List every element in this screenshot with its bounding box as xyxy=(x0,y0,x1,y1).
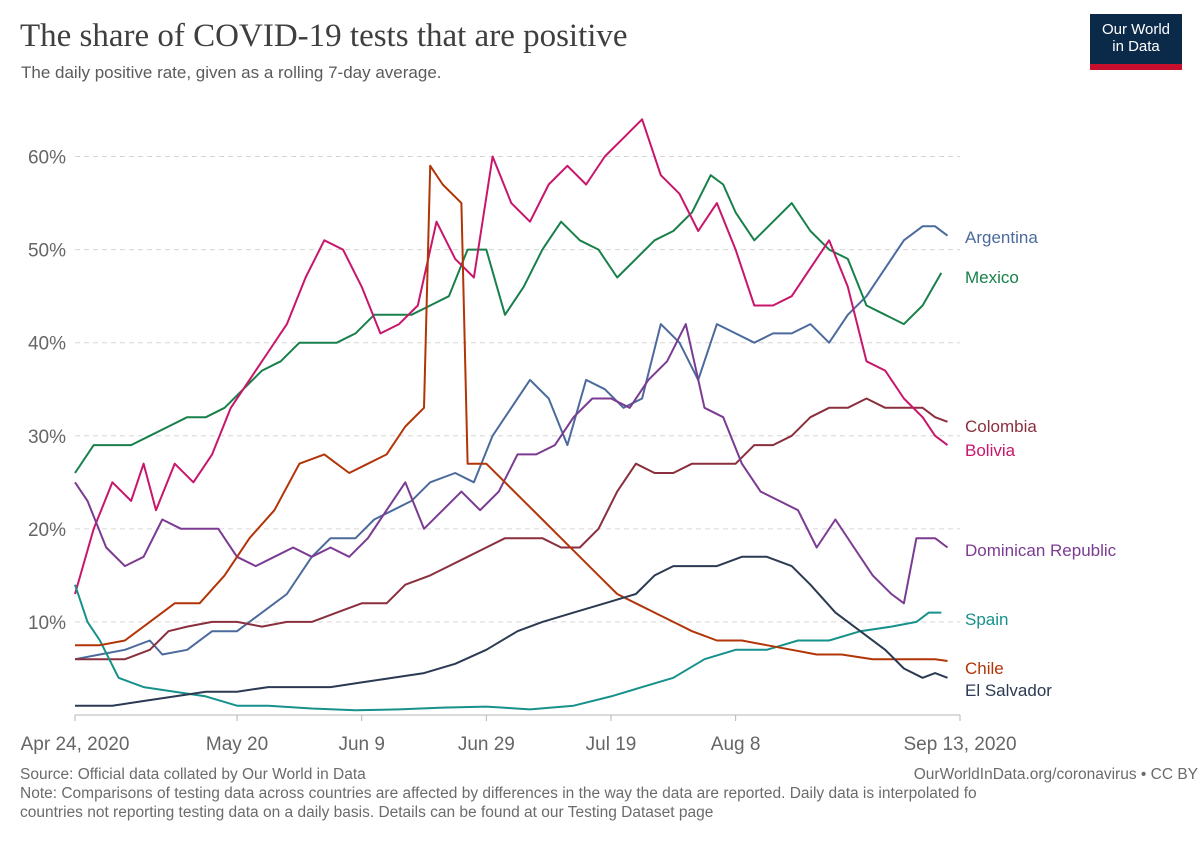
series-label-colombia: Colombia xyxy=(965,417,1037,436)
x-tick-label: Sep 13, 2020 xyxy=(903,734,1016,755)
license-link[interactable]: OurWorldInData.org/coronavirus • CC BY xyxy=(913,766,1198,783)
note-line-2: countries not reporting testing data on … xyxy=(20,804,714,821)
series-line-spain xyxy=(74,584,942,712)
logo-red-bar xyxy=(1090,64,1182,70)
series-line-dominican-republic xyxy=(74,323,949,605)
series-label-dominican-republic: Dominican Republic xyxy=(965,541,1117,560)
x-tick-label: Jul 19 xyxy=(586,734,637,755)
y-axis-tick-labels: 10% 20% 30% 40% 50% 60% xyxy=(28,148,66,634)
series-line-bolivia xyxy=(74,118,949,595)
logo-line-1: Our World xyxy=(1101,21,1171,38)
owid-logo[interactable]: Our World in Data xyxy=(1090,14,1182,70)
y-tick-label: 10% xyxy=(28,613,66,634)
series-label-el-salvador: El Salvador xyxy=(965,681,1052,700)
y-tick-label: 40% xyxy=(28,334,66,355)
series-line-colombia xyxy=(75,397,948,661)
y-tick-label: 50% xyxy=(28,241,66,262)
y-tick-label: 60% xyxy=(28,148,66,169)
series-line-argentina xyxy=(74,225,949,661)
series-line-mexico xyxy=(74,174,943,474)
series-line-chile xyxy=(75,164,948,662)
chart-subtitle: The daily positive rate, given as a roll… xyxy=(21,63,442,82)
x-tick-label: Jun 9 xyxy=(338,734,384,755)
y-gridlines xyxy=(75,156,960,623)
x-tick-label: Jun 29 xyxy=(458,734,515,755)
x-axis: Apr 24, 2020 May 20 Jun 9 Jun 29 Jul 19 Aug 8… xyxy=(21,714,1017,755)
series-label-mexico: Mexico xyxy=(965,268,1019,287)
x-tick-label: Aug 8 xyxy=(711,734,761,755)
series-end-labels: Argentina Mexico Colombia Bolivia Dominican … xyxy=(965,228,1117,700)
logo-line-2: in Data xyxy=(1112,38,1160,55)
note-line-1: Note: Comparisons of testing data across… xyxy=(20,785,977,802)
x-tick-label: Apr 24, 2020 xyxy=(21,734,130,755)
series-line-el-salvador xyxy=(75,555,948,707)
y-tick-label: 20% xyxy=(28,520,66,541)
source-note: Source: Official data collated by Our Wo… xyxy=(20,766,366,783)
chart-title: The share of COVID-19 tests that are pos… xyxy=(20,18,628,54)
series-label-argentina: Argentina xyxy=(965,228,1038,247)
line-chart: 10% 20% 30% 40% 50% 60% Apr 24, 2020 May 20 Jun… xyxy=(21,118,1117,755)
x-tick-label: May 20 xyxy=(206,734,268,755)
series-label-bolivia: Bolivia xyxy=(965,441,1016,460)
series-label-spain: Spain xyxy=(965,610,1008,629)
series-label-chile: Chile xyxy=(965,659,1004,678)
y-tick-label: 30% xyxy=(28,427,66,448)
series-lines xyxy=(74,118,949,712)
